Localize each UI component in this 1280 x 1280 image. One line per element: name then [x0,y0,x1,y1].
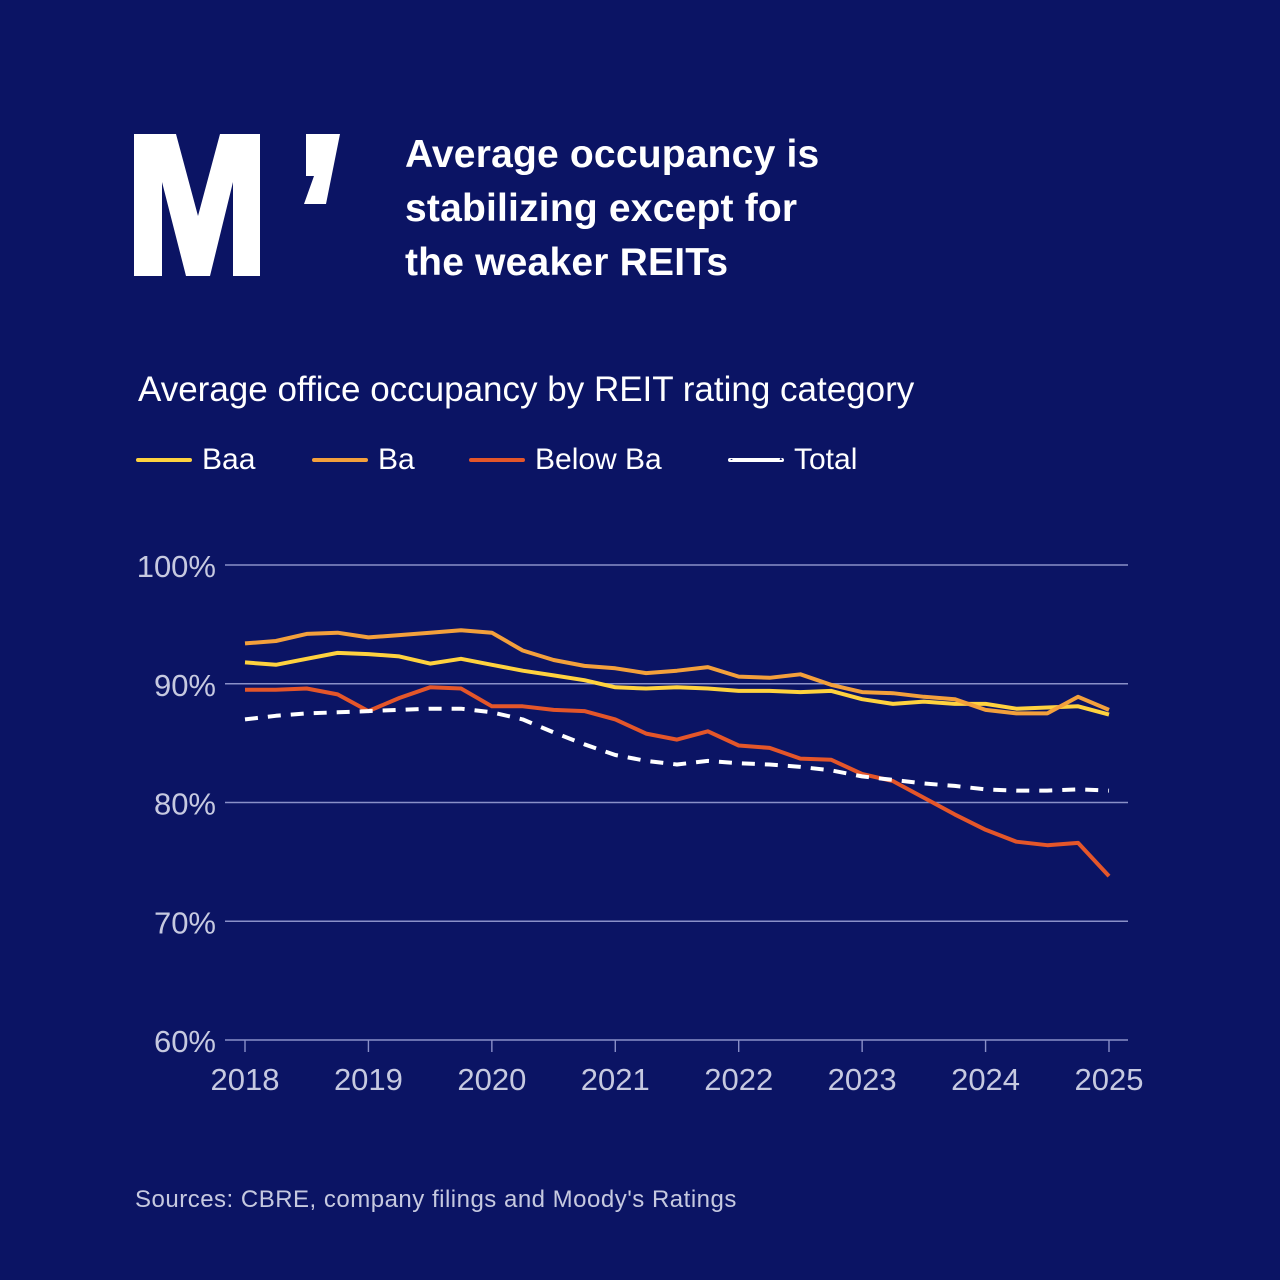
x-tick-label: 2023 [828,1062,897,1097]
x-axis [244,1040,1110,1052]
legend-label-below-ba: Below Ba [535,443,662,476]
series-line-ba [244,628,1110,716]
legend-swatch-total [728,458,784,462]
x-tick-label: 2021 [581,1062,650,1097]
y-tick-label: 70% [154,905,216,940]
chart-title: Average office occupancy by REIT rating … [138,370,915,409]
source-note: Sources: CBRE, company filings and Moody… [135,1186,737,1213]
legend-item-baa: Baa [136,440,255,480]
series-lines [244,628,1111,878]
series-line-total [244,706,1110,793]
y-tick-label: 60% [154,1024,216,1059]
grid-lines [225,564,1128,1041]
y-tick-label: 80% [154,787,216,822]
legend-swatch-ba [312,458,368,462]
legend-item-below-ba: Below Ba [469,440,662,480]
x-tick-label: 2024 [951,1062,1020,1097]
legend-item-total: Total [728,440,857,480]
line-chart: 100% 90% 80% 70% 60% 2018 2019 2020 2021 2022 202… [137,549,1144,1097]
legend-label-ba: Ba [378,443,415,476]
legend-label-baa: Baa [202,443,256,476]
x-tick-label: 2022 [704,1062,773,1097]
series-line-below-ba [245,685,1111,878]
y-tick-labels: 100% 90% 80% 70% 60% [137,549,216,1059]
legend-swatch-below-ba [469,458,525,462]
x-tick-label: 2020 [457,1062,526,1097]
chart-legend: Baa Ba Below Ba Total [136,440,1036,480]
headline: Average occupancy is stabilizing except … [405,133,820,284]
legend-label-total: Total [794,443,858,476]
y-tick-label: 100% [137,549,216,584]
legend-item-ba: Ba [312,440,415,480]
x-tick-label: 2019 [334,1062,403,1097]
x-tick-label: 2025 [1075,1062,1144,1097]
y-tick-label: 90% [154,668,216,703]
x-tick-label: 2018 [211,1062,280,1097]
moodys-logo [134,134,340,276]
x-tick-labels: 2018 2019 2020 2021 2022 2023 2024 2025 [211,1062,1144,1097]
legend-swatch-baa [136,458,192,462]
